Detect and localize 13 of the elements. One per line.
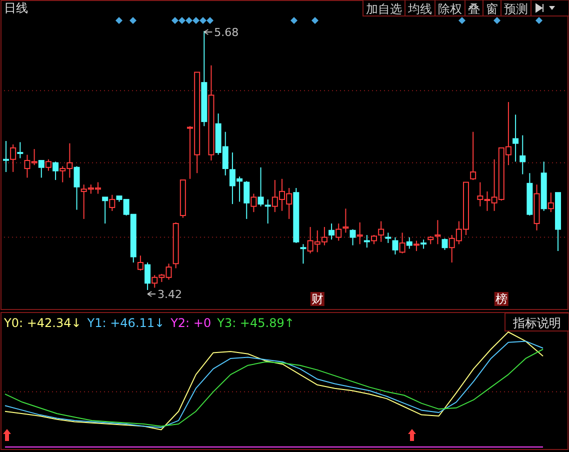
chart-title: 日线 bbox=[4, 1, 28, 15]
text: 财 bbox=[311, 292, 324, 306]
annotation: 5.68 bbox=[214, 26, 239, 39]
text: 窗 bbox=[486, 2, 498, 16]
text: 预测 bbox=[504, 2, 528, 16]
annotation: 3.42 bbox=[158, 288, 182, 301]
text: 均线 bbox=[407, 2, 432, 16]
text: 指标说明 bbox=[512, 316, 561, 330]
text: 叠 bbox=[468, 2, 480, 16]
text: 榜 bbox=[495, 292, 508, 306]
text: 除权 bbox=[438, 2, 462, 16]
text: 加自选 bbox=[366, 2, 402, 16]
legend: Y0: +42.34↓ Y1: +46.11↓ Y2: +0 Y3: +45.89↑ bbox=[4, 316, 294, 330]
